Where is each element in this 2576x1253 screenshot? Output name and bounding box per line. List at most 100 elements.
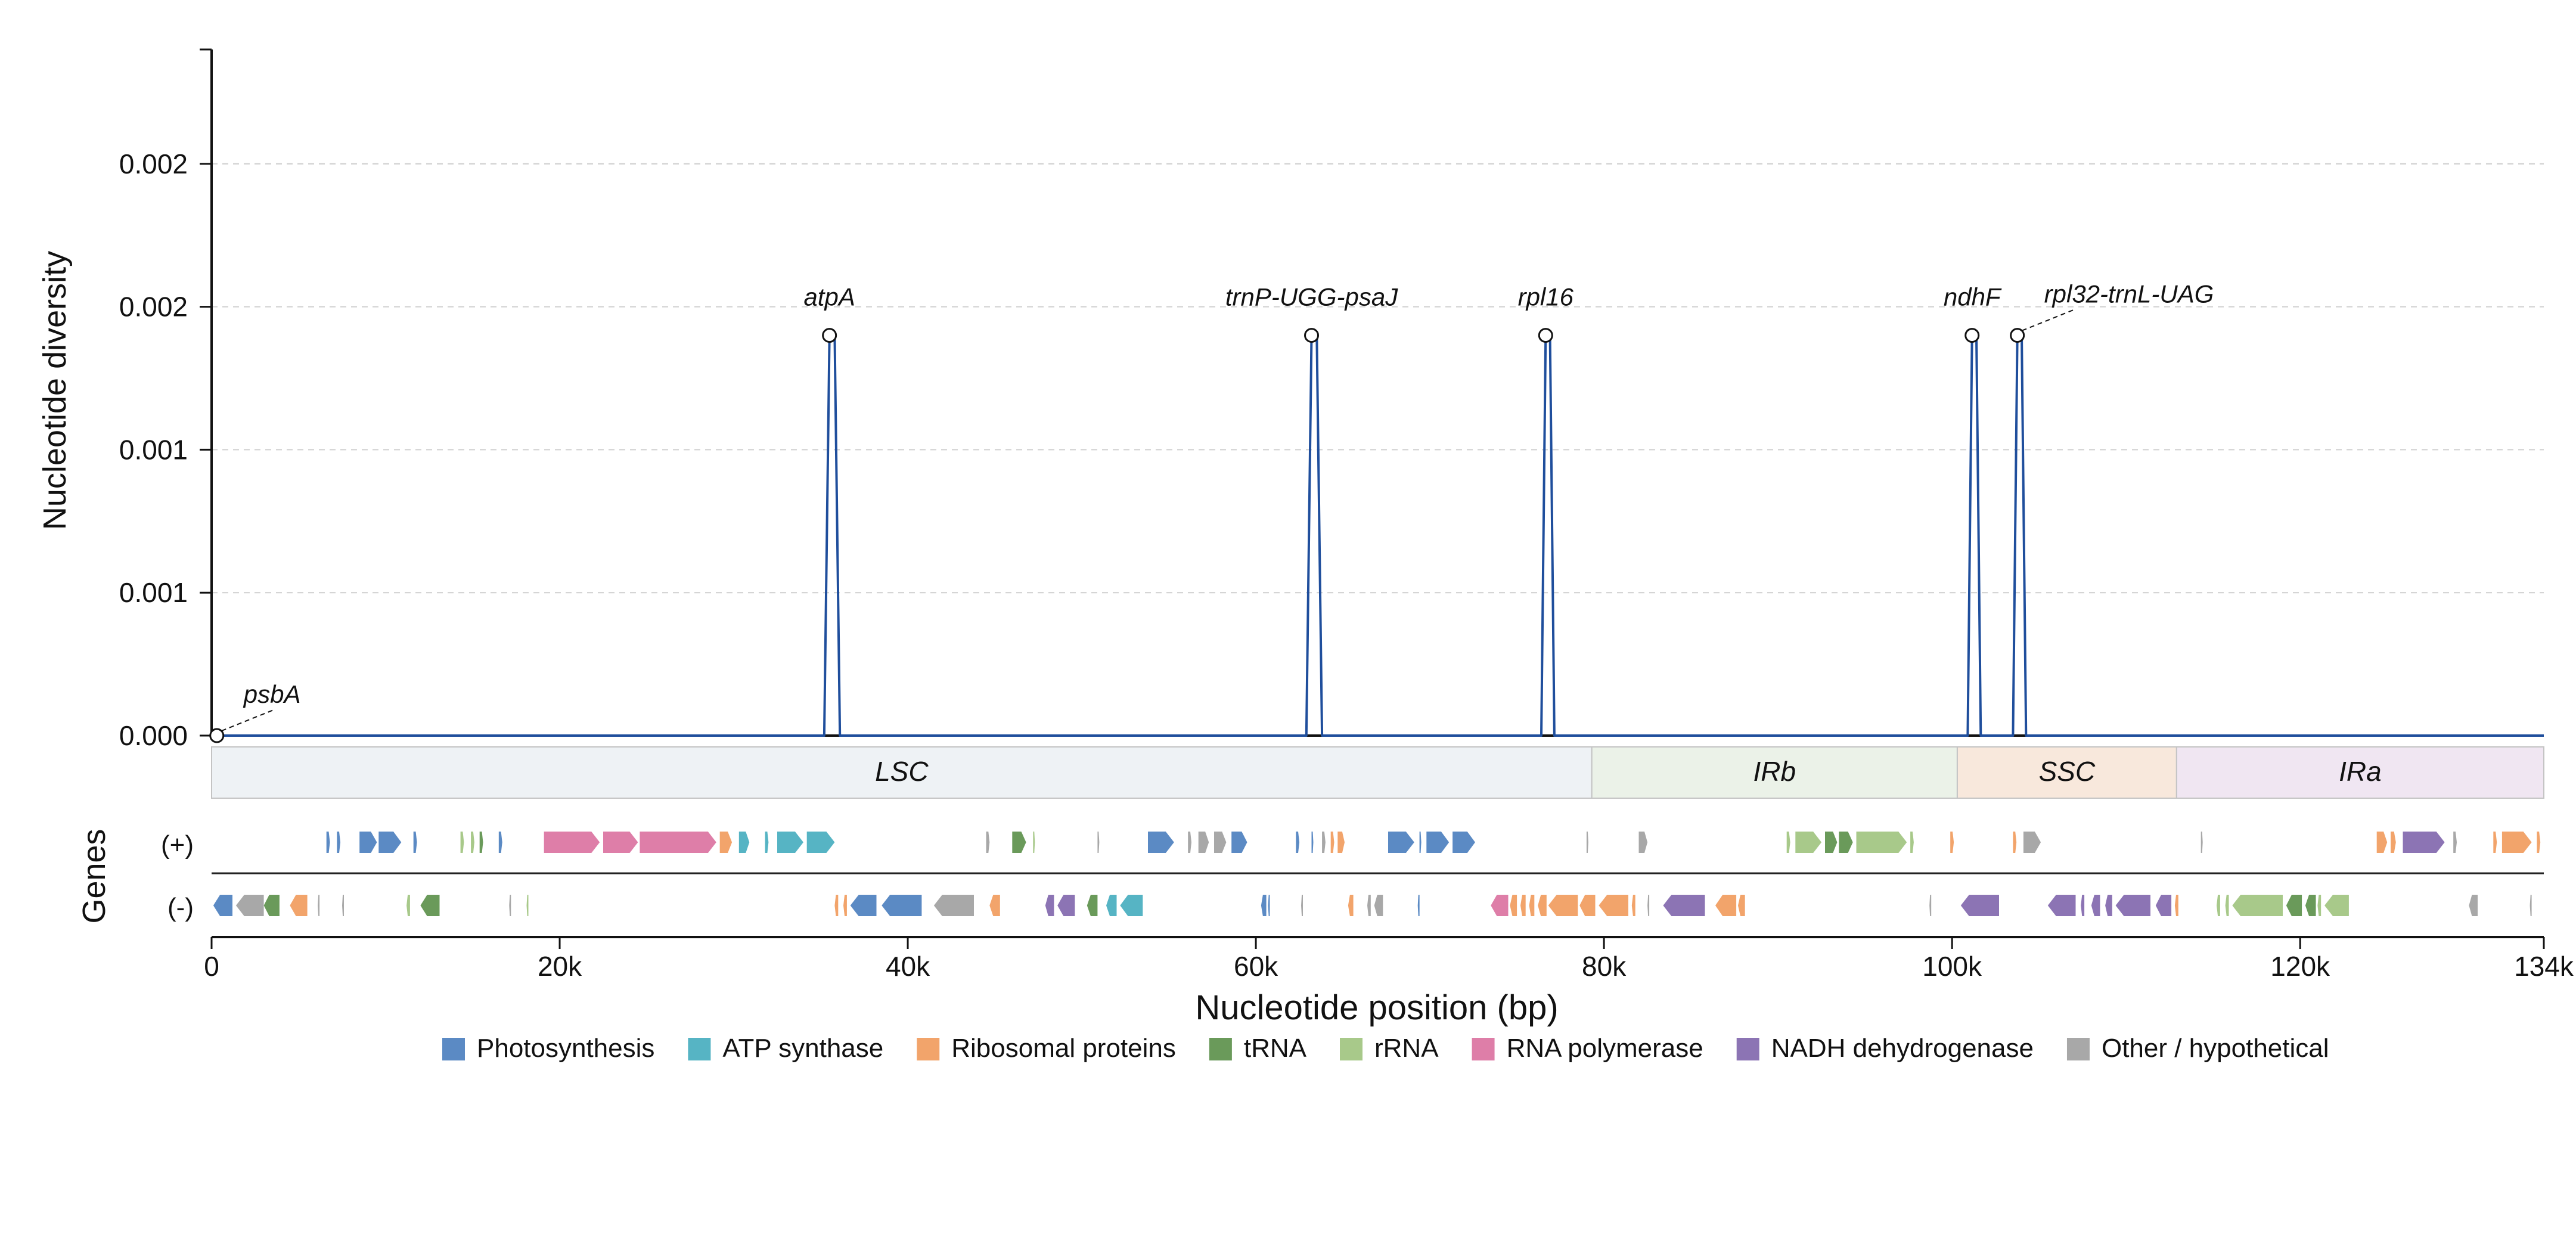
region-block	[1591, 746, 1958, 799]
gene-block	[986, 832, 990, 853]
gene-block	[498, 832, 502, 853]
gene-block	[1012, 832, 1026, 853]
gene-block	[806, 832, 835, 853]
legend-swatch	[917, 1038, 940, 1060]
gene-block	[850, 895, 877, 916]
gene-block	[318, 895, 320, 916]
gene-block	[1367, 895, 1371, 916]
gene-block	[1311, 832, 1314, 853]
gene-block	[544, 832, 600, 853]
gene-block	[2403, 832, 2445, 853]
gene-block	[1337, 832, 1345, 853]
gene-block	[1950, 832, 1954, 853]
gene-block	[843, 895, 847, 916]
gene-block	[1374, 895, 1383, 916]
gene-block	[640, 832, 716, 853]
peak-label: psbA	[243, 680, 301, 708]
gene-block	[509, 895, 511, 916]
x-tick-label: 40k	[886, 951, 930, 982]
gene-block	[1586, 832, 1588, 853]
y-axis-label: Nucleotide diversity	[37, 251, 73, 530]
region-label: LSC	[875, 756, 929, 787]
region-block	[1956, 746, 2177, 799]
legend-swatch	[1472, 1038, 1495, 1060]
gene-block	[765, 832, 769, 853]
gene-block	[1548, 895, 1578, 916]
gene-block	[1663, 895, 1705, 916]
gene-block	[1348, 895, 1354, 916]
gene-block	[263, 895, 280, 916]
gene-block	[738, 832, 750, 853]
gene-block	[2217, 895, 2220, 916]
gene-block	[2105, 895, 2112, 916]
gene-block	[359, 832, 377, 853]
gene-block	[1426, 832, 1450, 853]
gene-block	[777, 832, 803, 853]
x-tick-label: 0	[204, 951, 219, 982]
gene-block	[479, 832, 483, 853]
gene-block	[1198, 832, 1209, 853]
gene-block	[378, 832, 402, 853]
gene-block	[1417, 895, 1420, 916]
legend-swatch	[442, 1038, 465, 1060]
gene-block	[1960, 895, 1999, 916]
gene-block	[2376, 832, 2388, 853]
legend-swatch	[688, 1038, 711, 1060]
gene-block	[2232, 895, 2283, 916]
gene-block	[1322, 832, 1326, 853]
region-block	[2175, 746, 2544, 799]
x-tick-label: 134k	[2514, 951, 2574, 982]
gene-block	[1214, 832, 1227, 853]
gene-track	[212, 832, 2544, 938]
peak-leader	[221, 709, 274, 731]
gene-block	[1301, 895, 1303, 916]
gene-block	[460, 832, 464, 853]
gene-block	[1856, 832, 1907, 853]
strand-label-minus: (-)	[167, 893, 194, 922]
gene-block	[1491, 895, 1509, 916]
x-tick-label: 20k	[538, 951, 582, 982]
region-label: IRb	[1753, 756, 1796, 787]
gene-block	[2453, 832, 2457, 853]
region-label: SSC	[2039, 756, 2096, 787]
gene-block	[882, 895, 922, 916]
y-tick-label: 0.002	[119, 291, 188, 322]
gene-block	[337, 832, 341, 853]
gene-block	[1825, 832, 1838, 853]
gene-block	[1106, 895, 1117, 916]
gene-block	[213, 895, 232, 916]
peak-marker	[2010, 328, 2025, 343]
gene-block	[471, 832, 474, 853]
region-block	[211, 746, 1593, 799]
x-tick-label: 100k	[1922, 951, 1982, 982]
peak-label: atpA	[803, 283, 855, 311]
gene-block	[2174, 895, 2178, 916]
legend-label: tRNA	[1244, 1034, 1307, 1063]
x-tick-label: 60k	[1234, 951, 1278, 982]
gene-block	[1087, 895, 1098, 916]
peak-marker	[209, 728, 225, 743]
gene-block	[1786, 832, 1790, 853]
gene-block	[2201, 832, 2203, 853]
gene-block	[1795, 832, 1822, 853]
gene-block	[1520, 895, 1526, 916]
gene-block	[326, 832, 330, 853]
y-tick-label: 0.001	[119, 434, 188, 465]
gene-block	[933, 895, 974, 916]
peak-marker	[822, 328, 837, 343]
x-axis-label: Nucleotide position (bp)	[1195, 988, 1558, 1027]
gene-block	[526, 895, 529, 916]
gene-block	[2091, 895, 2100, 916]
x-tick-label: 80k	[1582, 951, 1627, 982]
gene-block	[2391, 832, 2396, 853]
gene-block	[1057, 895, 1075, 916]
legend-label: Other / hypothetical	[2102, 1034, 2329, 1063]
gene-block	[1529, 895, 1535, 916]
gene-block	[1296, 832, 1300, 853]
peak-label: trnP-UGG-psaJ	[1225, 283, 1398, 311]
gene-block	[1453, 832, 1475, 853]
gene-block	[1599, 895, 1628, 916]
gene-block	[1148, 832, 1174, 853]
peak-marker	[1304, 328, 1320, 343]
